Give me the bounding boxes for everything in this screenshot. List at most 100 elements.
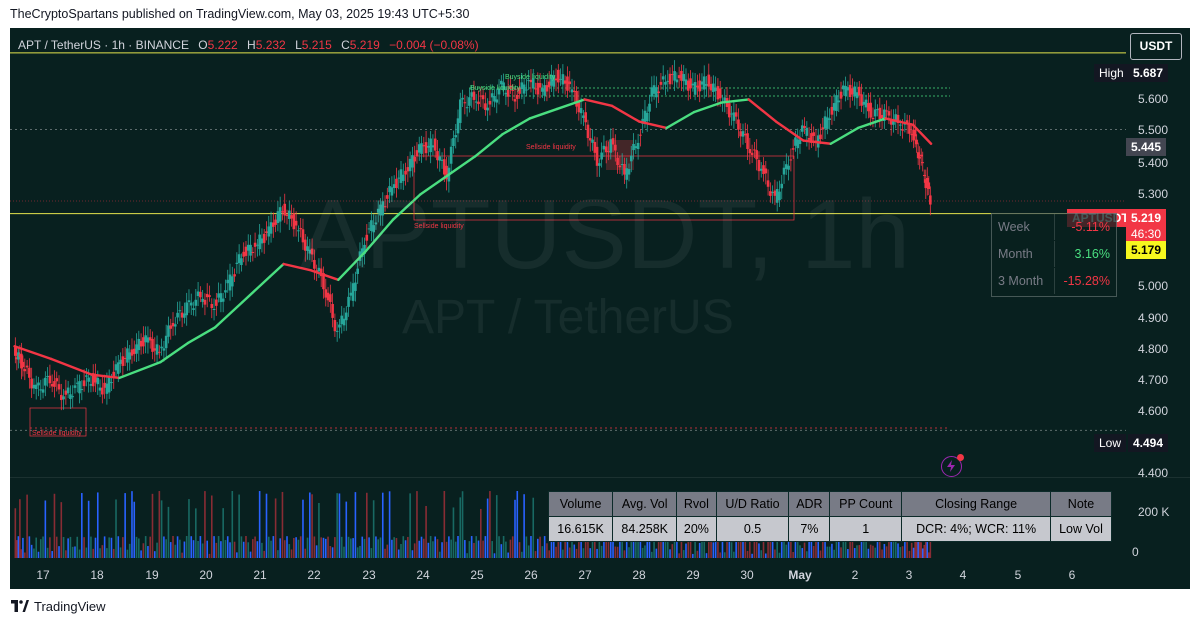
volume-bar xyxy=(464,540,466,558)
candle-body xyxy=(139,340,143,347)
volume-bar xyxy=(689,540,692,558)
candle-body xyxy=(173,324,177,327)
currency-button[interactable]: USDT xyxy=(1130,33,1182,60)
volume-bar xyxy=(910,542,913,558)
volume-bar xyxy=(680,538,683,558)
volume-bar xyxy=(906,538,908,558)
volume-bar xyxy=(302,499,304,558)
candle-body xyxy=(397,177,401,179)
volume-bar xyxy=(915,536,918,558)
candle-body xyxy=(48,375,52,384)
volume-bar xyxy=(785,544,788,558)
candle-body xyxy=(810,133,813,143)
volume-bar xyxy=(568,547,571,558)
candle-body xyxy=(14,347,17,356)
volume-bar xyxy=(92,548,95,558)
stats-cell: 1 xyxy=(829,516,903,542)
volume-bar xyxy=(521,551,523,558)
candle-body xyxy=(629,155,633,162)
footer-brand: TradingView xyxy=(34,599,106,614)
volume-bar xyxy=(783,536,785,558)
candle-body xyxy=(778,191,781,201)
lightning-icon[interactable] xyxy=(941,454,964,477)
candle-body xyxy=(794,137,797,146)
moving-average-segment xyxy=(213,300,244,329)
candle-body xyxy=(376,208,380,213)
volume-bar xyxy=(411,550,414,558)
candle-body xyxy=(317,267,321,272)
volume-bar xyxy=(67,538,69,558)
candle-body xyxy=(249,244,252,256)
volume-bar xyxy=(238,494,240,558)
candle-body xyxy=(497,88,501,95)
candle-body xyxy=(226,279,230,284)
candle-body xyxy=(737,119,740,130)
volume-bar xyxy=(336,493,338,558)
volume-bar xyxy=(135,536,138,558)
volume-bar xyxy=(397,549,400,558)
candle-body xyxy=(251,251,255,253)
candle-body xyxy=(365,234,369,241)
volume-bar xyxy=(306,537,309,558)
volume-bar xyxy=(600,545,603,558)
x-tick-label: 4 xyxy=(959,568,967,582)
candle-body xyxy=(114,364,118,371)
volume-bar xyxy=(491,541,494,558)
moving-average-segment xyxy=(638,120,668,130)
candle-body xyxy=(116,362,120,374)
volume-bar xyxy=(865,537,867,558)
moving-average-segment xyxy=(720,98,750,104)
performance-row: 3 Month -15.28% xyxy=(992,268,1116,294)
volume-bar xyxy=(758,543,760,558)
volume-bar xyxy=(103,536,106,558)
candle-body xyxy=(666,80,670,82)
candle-body xyxy=(632,143,635,151)
volume-bar xyxy=(256,541,259,558)
volume-bar xyxy=(334,537,336,558)
volume-bar xyxy=(532,497,535,558)
candle-body xyxy=(80,389,84,391)
candle-body xyxy=(550,74,553,86)
volume-bar xyxy=(30,544,33,558)
candle-body xyxy=(675,79,679,83)
high-tag: High xyxy=(1094,64,1129,82)
volume-bar xyxy=(537,538,539,558)
volume-bar xyxy=(607,538,610,558)
volume-bar xyxy=(486,498,489,558)
candle-body xyxy=(775,188,779,203)
symbol-title[interactable]: APT / TetherUS · 1h · BINANCE xyxy=(18,38,189,52)
volume-bar xyxy=(733,551,735,558)
y-tick-label: 5.000 xyxy=(1138,279,1169,293)
volume-bar xyxy=(17,536,20,558)
stats-header: ADR xyxy=(788,491,831,517)
candle-body xyxy=(750,152,754,156)
performance-period: Month xyxy=(998,247,1033,261)
volume-bar xyxy=(147,546,149,558)
volume-bar xyxy=(557,536,560,558)
volume-bar xyxy=(794,539,797,558)
volume-bar xyxy=(803,542,806,558)
volume-bar xyxy=(420,536,423,558)
candle-body xyxy=(230,276,234,287)
volume-bar xyxy=(541,546,544,558)
candle-body xyxy=(381,201,385,216)
candle-body xyxy=(244,246,248,256)
candle-body xyxy=(921,162,925,164)
candle-body xyxy=(237,254,241,264)
candle-body xyxy=(130,349,134,356)
volume-bar xyxy=(153,551,156,558)
volume-bar xyxy=(222,508,224,558)
notification-dot xyxy=(957,454,964,461)
volume-bar xyxy=(812,545,815,558)
candle-body xyxy=(210,304,214,309)
candle-body xyxy=(509,85,512,89)
volume-bar xyxy=(192,540,195,558)
candle-body xyxy=(32,384,36,389)
candle-body xyxy=(66,387,70,394)
volume-bar xyxy=(26,494,28,558)
candle-body xyxy=(757,160,761,172)
candle-body xyxy=(452,138,455,147)
chart-area[interactable]: APTUSDT, 1h APT / TetherUS APT / TetherU… xyxy=(10,28,1190,589)
candle-body xyxy=(922,175,926,177)
candle-body xyxy=(196,291,200,297)
